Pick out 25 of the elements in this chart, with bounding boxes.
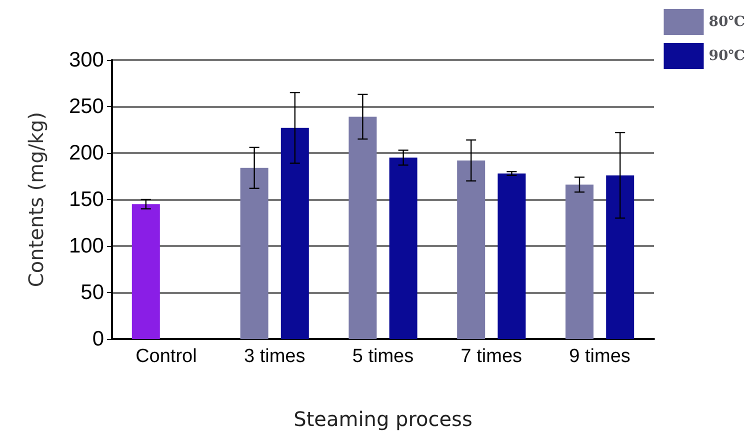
bar xyxy=(498,173,526,339)
x-axis-title: Steaming process xyxy=(294,407,472,431)
y-tick-label: 0 xyxy=(92,328,104,350)
bar xyxy=(280,128,309,339)
bar xyxy=(389,158,418,339)
x-tick-label: 5 times xyxy=(352,346,414,367)
y-tick-label: 200 xyxy=(68,142,104,164)
bar xyxy=(457,160,486,339)
bar xyxy=(606,175,634,339)
x-tick-label: 7 times xyxy=(460,346,522,367)
x-tick-label: 3 times xyxy=(244,346,306,367)
y-tick-label: 150 xyxy=(68,188,104,211)
bar xyxy=(132,204,160,339)
legend-label: 90℃ xyxy=(708,48,746,64)
y-tick-label: 250 xyxy=(68,95,104,118)
y-axis-title: Contents (mg/kg) xyxy=(24,112,48,288)
x-tick-label: Control xyxy=(136,346,197,367)
bar xyxy=(348,116,377,339)
x-tick-label: 9 times xyxy=(569,346,630,367)
y-tick-label: 50 xyxy=(80,281,104,304)
bar xyxy=(566,184,594,339)
legend-label: 80℃ xyxy=(708,14,746,30)
y-tick-label: 300 xyxy=(68,48,104,72)
y-tick-label: 100 xyxy=(68,234,104,258)
bar xyxy=(240,168,268,339)
